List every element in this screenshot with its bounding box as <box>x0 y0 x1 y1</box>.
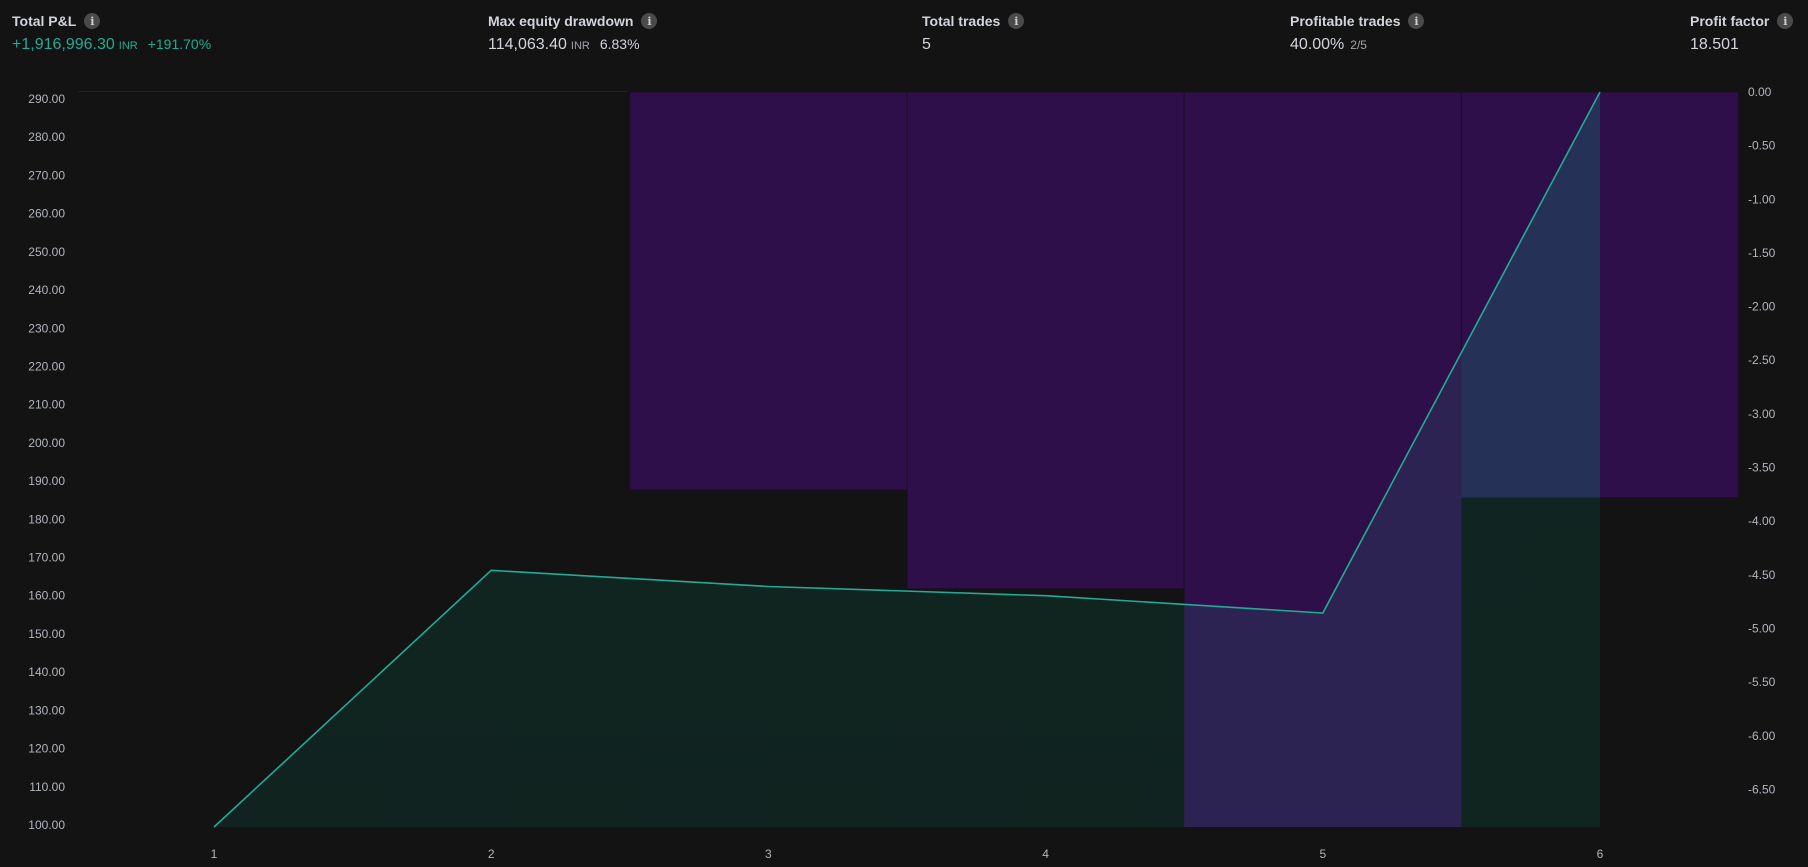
info-icon[interactable]: i <box>641 13 658 29</box>
total-trades-value: 5 <box>922 36 931 53</box>
left-axis-tick-label: 250.00 <box>28 245 65 259</box>
total-pnl-value: +1,916,996.30 <box>12 36 115 53</box>
right-axis-tick-label: -5.50 <box>1748 675 1776 689</box>
right-axis-tick-label: -4.50 <box>1748 568 1776 582</box>
info-icon[interactable]: i <box>1777 13 1794 29</box>
x-axis-tick-label: 3 <box>765 847 772 861</box>
left-axis-tick-label: 190.00 <box>28 474 65 488</box>
max-drawdown-value: 114,063.40 <box>488 36 567 53</box>
right-axis-tick-label: -6.50 <box>1748 782 1776 796</box>
info-icon[interactable]: i <box>1008 13 1025 29</box>
left-axis-tick-label: 170.00 <box>28 551 65 565</box>
left-axis-tick-label: 200.00 <box>28 436 65 450</box>
profitable-trades-label: Profitable trades <box>1290 13 1401 29</box>
total-pnl-label: Total P&L <box>12 13 77 29</box>
left-axis-tick-label: 210.00 <box>28 398 65 412</box>
stats-bar: Total P&L i +1,916,996.30 INR +191.70% M… <box>0 0 1808 80</box>
total-trades-label: Total trades <box>922 13 1001 29</box>
right-axis-tick-label: -2.50 <box>1748 353 1776 367</box>
right-axis-tick-label: 0.00 <box>1748 85 1772 99</box>
equity-chart[interactable]: 290.00 280.00 270.00 260.00 250.00 240.00 230.… <box>0 80 1808 867</box>
stat-profit-factor: Profit factor i 18.501 <box>1690 12 1794 54</box>
left-axis-tick-label: 290.00 <box>28 92 65 106</box>
info-icon[interactable]: i <box>84 13 101 29</box>
drawdown-bar <box>906 91 1185 590</box>
total-pnl-unit: INR <box>118 40 138 52</box>
x-axis-tick-label: 6 <box>1597 847 1604 861</box>
x-axis-tick-label: 2 <box>488 847 495 861</box>
stat-max-drawdown: Max equity drawdown i 114,063.40 INR 6.8… <box>488 12 658 54</box>
x-axis-tick-label: 5 <box>1319 847 1326 861</box>
left-axis-tick-label: 280.00 <box>28 130 65 144</box>
profitable-trades-ratio: 2/5 <box>1350 38 1367 52</box>
overlap-region <box>1461 92 1600 498</box>
overlap-region <box>1184 352 1462 827</box>
right-axis-tick-label: -2.00 <box>1748 300 1776 314</box>
stat-total-trades: Total trades i 5 <box>922 12 1025 54</box>
left-axis-tick-label: 230.00 <box>28 321 65 335</box>
drawdown-bar <box>629 91 908 491</box>
right-axis-tick-label: -0.50 <box>1748 139 1776 153</box>
right-axis-tick-label: -5.00 <box>1748 621 1776 635</box>
right-axis-tick-label: -1.00 <box>1748 192 1776 206</box>
left-axis-tick-label: 220.00 <box>28 359 65 373</box>
left-axis-tick-label: 100.00 <box>28 818 65 832</box>
stat-profitable-trades: Profitable trades i 40.00% 2/5 <box>1290 12 1425 54</box>
left-axis-tick-label: 120.00 <box>28 742 65 756</box>
right-axis-tick-label: -3.00 <box>1748 407 1776 421</box>
equity-line <box>213 91 1601 828</box>
left-axis-tick-label: 270.00 <box>28 168 65 182</box>
left-axis-tick-label: 160.00 <box>28 589 65 603</box>
right-axis-tick-label: -1.50 <box>1748 246 1776 260</box>
left-axis-tick-label: 260.00 <box>28 207 65 221</box>
right-axis-tick-label: -4.00 <box>1748 514 1776 528</box>
left-axis-tick-label: 180.00 <box>28 512 65 526</box>
equity-chart-svg[interactable]: 290.00280.00270.00260.00250.00240.00230.… <box>0 80 1808 867</box>
x-axis-tick-label: 4 <box>1042 847 1049 861</box>
max-drawdown-label: Max equity drawdown <box>488 13 634 29</box>
profit-factor-label: Profit factor <box>1690 13 1770 29</box>
left-axis-tick-label: 140.00 <box>28 665 65 679</box>
right-axis-tick-label: -3.50 <box>1748 461 1776 475</box>
max-drawdown-unit: INR <box>570 40 590 52</box>
profit-factor-value: 18.501 <box>1690 36 1739 53</box>
profitable-trades-value: 40.00% <box>1290 36 1345 53</box>
max-drawdown-percent: 6.83% <box>599 36 640 52</box>
x-axis-tick-label: 1 <box>211 847 218 861</box>
left-axis-tick-label: 110.00 <box>29 780 65 794</box>
left-axis-tick-label: 150.00 <box>28 627 65 641</box>
left-axis-tick-label: 240.00 <box>28 283 65 297</box>
left-axis-tick-label: 130.00 <box>28 703 65 717</box>
info-icon[interactable]: i <box>1408 13 1425 29</box>
total-pnl-percent: +191.70% <box>147 36 212 52</box>
right-axis-tick-label: -6.00 <box>1748 729 1776 743</box>
stat-total-pnl: Total P&L i +1,916,996.30 INR +191.70% <box>12 12 211 54</box>
